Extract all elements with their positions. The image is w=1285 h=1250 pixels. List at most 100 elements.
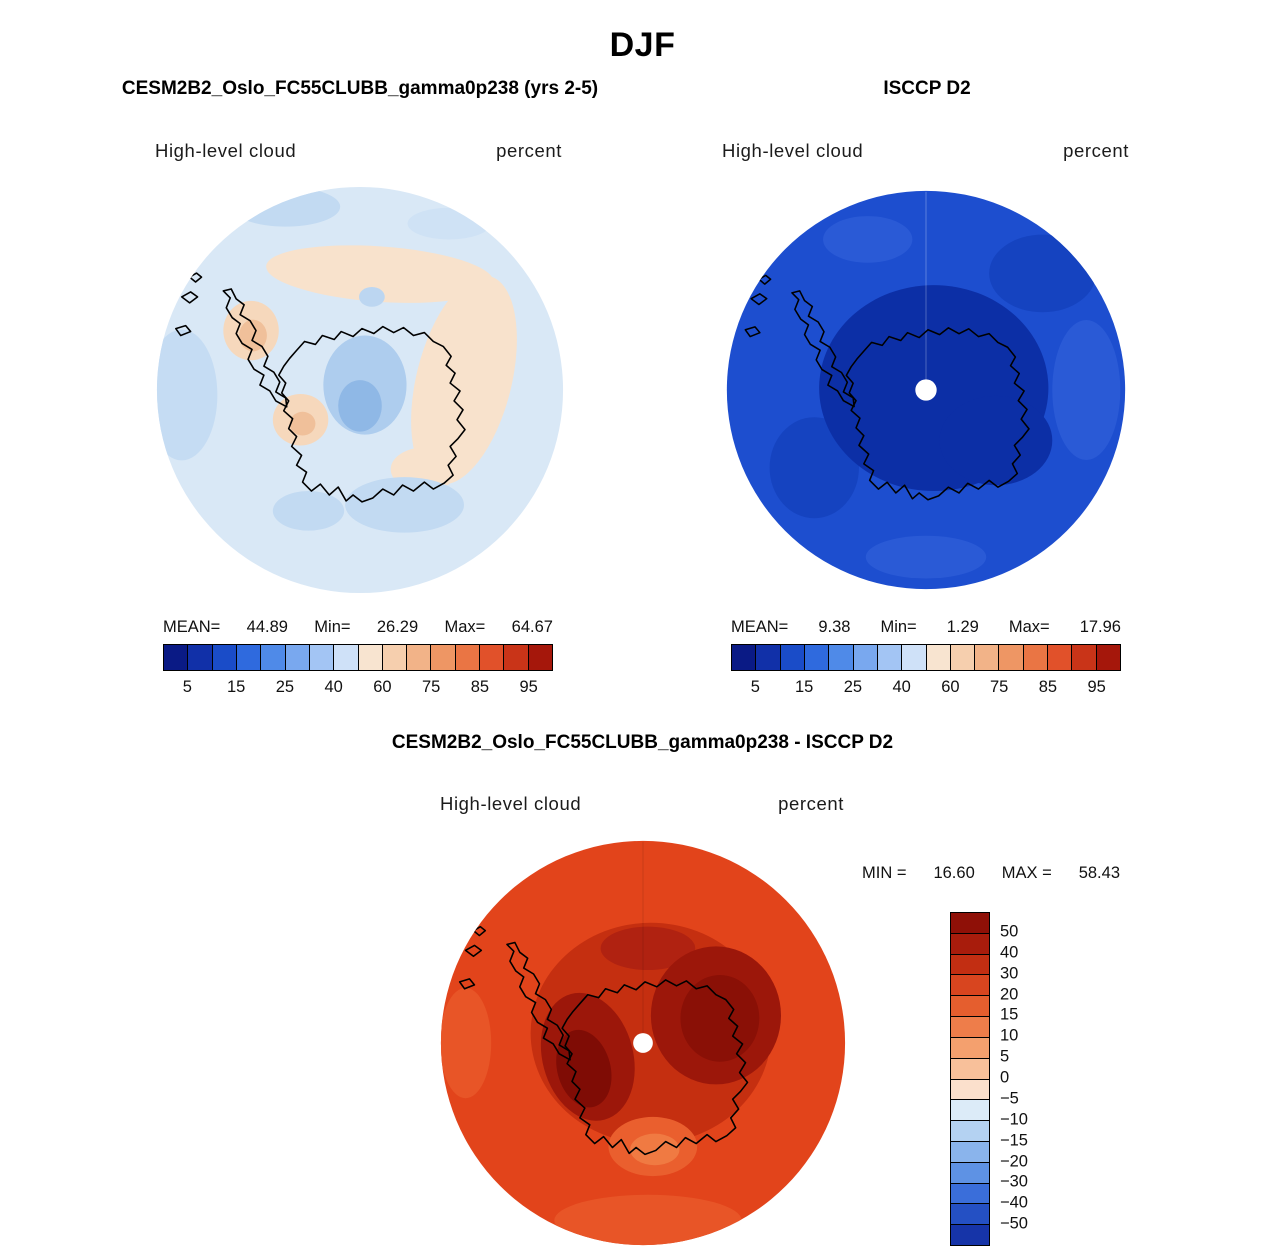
colorbar-segment bbox=[951, 1121, 989, 1142]
colorbar-segment bbox=[951, 1079, 989, 1101]
colorbar-tick-label: 40 bbox=[1000, 943, 1019, 962]
model-max-value: 64.67 bbox=[511, 618, 553, 636]
colorbar-segment bbox=[951, 1058, 989, 1080]
model-units-label: percent bbox=[496, 140, 562, 161]
model-colorbar bbox=[163, 644, 553, 671]
colorbar-tick-label: 85 bbox=[1038, 678, 1058, 696]
colorbar-tick-label: −50 bbox=[1000, 1214, 1028, 1233]
figure-title: DJF bbox=[609, 26, 676, 64]
colorbar-segment bbox=[951, 1225, 989, 1245]
pole-dot bbox=[633, 1033, 653, 1053]
obs-field-row: High-level cloud percent bbox=[722, 140, 1129, 162]
map-obs bbox=[726, 190, 1126, 590]
colorbar-segment bbox=[853, 645, 878, 670]
model-colorbar-ticks: 5 15 25 40 60 75 85 95 bbox=[163, 678, 553, 698]
colorbar-tick-label: 60 bbox=[941, 678, 960, 696]
colorbar-segment bbox=[309, 645, 335, 670]
diff-min-value: 16.60 bbox=[933, 864, 975, 882]
panel-title-obs: ISCCP D2 bbox=[883, 78, 971, 99]
colorbar-segment bbox=[951, 975, 989, 997]
colorbar-tick-label: 75 bbox=[421, 678, 441, 696]
diff-max-label: MAX = bbox=[1001, 864, 1052, 882]
colorbar-tick-label: 50 bbox=[1000, 922, 1019, 941]
colorbar-tick-label: 15 bbox=[226, 678, 246, 696]
colorbar-segment bbox=[780, 645, 805, 670]
colorbar-tick-label: 30 bbox=[1000, 964, 1019, 983]
map-diff bbox=[440, 840, 846, 1246]
colorbar-segment bbox=[951, 933, 989, 955]
model-min-label: Min= bbox=[314, 618, 351, 636]
colorbar-segment bbox=[382, 645, 408, 670]
colorbar-tick-label: 5 bbox=[1000, 1047, 1010, 1066]
colorbar-segment bbox=[951, 1204, 989, 1226]
diff-colorbar bbox=[950, 912, 990, 1246]
colorbar-segment bbox=[951, 996, 989, 1018]
colorbar-tick-label: 40 bbox=[324, 678, 343, 696]
colorbar-segment bbox=[951, 1162, 989, 1184]
colorbar-tick-label: 95 bbox=[519, 678, 538, 696]
colorbar-segment bbox=[902, 645, 927, 670]
colorbar-tick-label: 75 bbox=[989, 678, 1009, 696]
obs-mean-label: MEAN= bbox=[731, 618, 789, 636]
obs-min-value: 1.29 bbox=[946, 618, 979, 636]
colorbar-tick-label: 5 bbox=[182, 678, 192, 696]
diff-stats-row: MIN = 16.60 MAX = 58.43 bbox=[862, 864, 1120, 883]
map-model bbox=[156, 186, 564, 594]
colorbar-tick-label: 25 bbox=[275, 678, 295, 696]
obs-stats-row: MEAN= 9.38 Min= 1.29 Max= 17.96 bbox=[731, 618, 1121, 637]
obs-field-label: High-level cloud bbox=[722, 140, 864, 161]
colorbar-segment bbox=[236, 645, 262, 670]
colorbar-tick-label: −20 bbox=[1000, 1152, 1028, 1171]
colorbar-segment bbox=[504, 645, 529, 670]
colorbar-tick-label: 95 bbox=[1087, 678, 1106, 696]
panel-title-diff: CESM2B2_Oslo_FC55CLUBB_gamma0p238 - ISCC… bbox=[391, 732, 894, 753]
colorbar-tick-label: 25 bbox=[843, 678, 863, 696]
colorbar-tick-label: −10 bbox=[1000, 1110, 1028, 1129]
colorbar-tick-label: −30 bbox=[1000, 1172, 1028, 1191]
colorbar-segment bbox=[407, 645, 432, 670]
colorbar-segment bbox=[164, 645, 189, 670]
obs-max-value: 17.96 bbox=[1079, 618, 1121, 636]
diff-units-label: percent bbox=[778, 793, 844, 814]
obs-colorbar-ticks: 5 15 25 40 60 75 85 95 bbox=[731, 678, 1121, 698]
obs-units-label: percent bbox=[1063, 140, 1129, 161]
colorbar-segment bbox=[455, 645, 481, 670]
model-mean-label: MEAN= bbox=[163, 618, 221, 636]
colorbar-segment bbox=[926, 645, 951, 670]
colorbar-tick-label: −40 bbox=[1000, 1193, 1028, 1212]
colorbar-tick-label: 20 bbox=[1000, 985, 1019, 1004]
pole-dot bbox=[915, 379, 937, 401]
colorbar-tick-label: 60 bbox=[373, 678, 392, 696]
diff-min-label: MIN = bbox=[862, 864, 907, 882]
colorbar-segment bbox=[732, 645, 757, 670]
colorbar-tick-label: 0 bbox=[1000, 1068, 1010, 1087]
colorbar-segment bbox=[951, 913, 989, 934]
colorbar-segment bbox=[1023, 645, 1049, 670]
colorbar-tick-label: 15 bbox=[794, 678, 814, 696]
colorbar-segment bbox=[951, 1100, 989, 1122]
colorbar-tick-label: 15 bbox=[1000, 1005, 1019, 1024]
obs-colorbar bbox=[731, 644, 1121, 671]
model-mean-value: 44.89 bbox=[246, 618, 288, 636]
colorbar-segment bbox=[756, 645, 781, 670]
colorbar-tick-label: −5 bbox=[1000, 1089, 1019, 1108]
colorbar-segment bbox=[480, 645, 505, 670]
colorbar-tick-label: 40 bbox=[892, 678, 911, 696]
model-field-row: High-level cloud percent bbox=[155, 140, 562, 162]
colorbar-segment bbox=[285, 645, 310, 670]
colorbar-segment bbox=[951, 1037, 989, 1059]
colorbar-segment bbox=[950, 645, 976, 670]
colorbar-tick-label: 10 bbox=[1000, 1026, 1019, 1045]
colorbar-segment bbox=[1072, 645, 1097, 670]
model-field-label: High-level cloud bbox=[155, 140, 297, 161]
diff-field-label: High-level cloud bbox=[440, 793, 582, 814]
colorbar-segment bbox=[951, 1141, 989, 1163]
model-stats-row: MEAN= 44.89 Min= 26.29 Max= 64.67 bbox=[163, 618, 553, 637]
diff-field-row: High-level cloud percent bbox=[440, 793, 844, 815]
colorbar-segment bbox=[951, 954, 989, 976]
diff-max-value: 58.43 bbox=[1078, 864, 1120, 882]
colorbar-segment bbox=[804, 645, 830, 670]
colorbar-segment bbox=[334, 645, 359, 670]
colorbar-segment bbox=[188, 645, 213, 670]
